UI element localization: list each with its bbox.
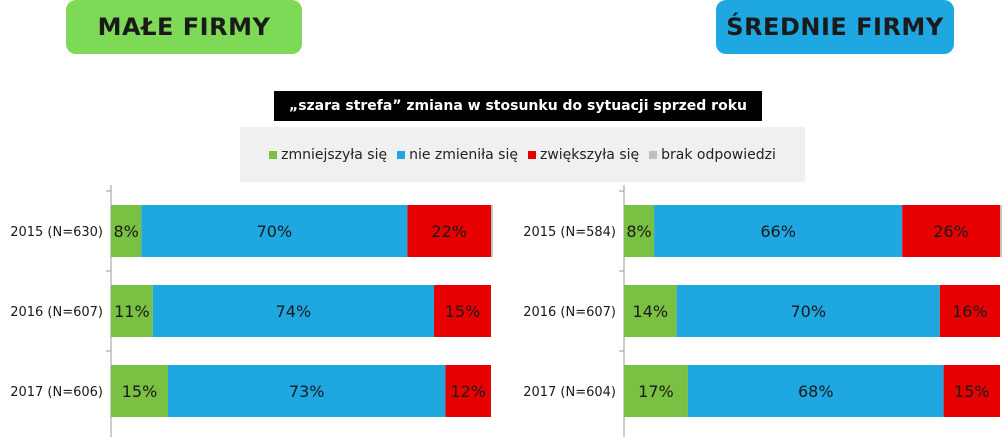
small-row-label: 2015 (N=630) — [10, 225, 103, 240]
medium-bar-label-decreased: 8% — [626, 222, 651, 241]
medium-bar-decreased — [624, 365, 688, 417]
medium-bar-decreased — [624, 205, 655, 257]
medium-bar-unchanged — [654, 205, 903, 257]
medium-bar-label-increased: 16% — [952, 302, 988, 321]
small-firms-title: MAŁE FIRMY — [97, 13, 271, 41]
small-bar-increased — [434, 285, 491, 337]
medium-bar-label-decreased: 17% — [638, 382, 674, 401]
medium-row-label: 2016 (N=607) — [523, 305, 616, 320]
medium-bar-label-unchanged: 66% — [760, 222, 796, 241]
small-bar-unchanged — [168, 365, 446, 417]
legend: zmniejszyła się nie zmieniła się zwiększ… — [240, 127, 805, 182]
legend-swatch-unchanged — [397, 150, 406, 159]
medium-firms-badge: ŚREDNIE FIRMY — [716, 0, 954, 54]
small-bar-label-unchanged: 70% — [257, 222, 293, 241]
small-bar-label-increased: 22% — [431, 222, 467, 241]
medium-bar-no-answer — [1000, 205, 1002, 257]
small-bar-no-answer — [491, 205, 493, 257]
legend-item-unchanged: nie zmieniła się — [397, 147, 518, 163]
medium-bar-label-increased: 15% — [954, 382, 990, 401]
small-bar-increased — [445, 365, 491, 417]
medium-row-label: 2017 (N=604) — [523, 385, 616, 400]
legend-swatch-increased — [527, 150, 536, 159]
medium-bar-unchanged — [687, 365, 944, 417]
small-bar-label-decreased: 15% — [122, 382, 158, 401]
medium-bar-label-increased: 26% — [933, 222, 969, 241]
legend-label-no-answer: brak odpowiedzi — [661, 146, 776, 163]
small-bar-label-increased: 12% — [450, 382, 486, 401]
small-bar-decreased — [111, 365, 168, 417]
legend-swatch-decreased — [269, 150, 278, 159]
small-bar-label-increased: 15% — [445, 302, 481, 321]
small-bar-unchanged — [141, 205, 408, 257]
medium-row-label: 2015 (N=584) — [523, 225, 616, 240]
small-row-label: 2016 (N=607) — [10, 305, 103, 320]
medium-bar-label-decreased: 14% — [633, 302, 669, 321]
medium-bar-increased — [943, 365, 1000, 417]
legend-item-increased: zwiększyła się — [527, 146, 640, 163]
small-firms-chart: 2015 (N=630) 8% 70% 22% 2016 (N=607) 11% 74% 15… — [10, 185, 493, 437]
small-bar-label-decreased: 8% — [114, 222, 139, 241]
small-bar-increased — [407, 205, 491, 257]
medium-bar-increased — [902, 205, 1000, 257]
small-bar-label-decreased: 11% — [114, 302, 150, 321]
legend-item-decreased: zmniejszyła się — [269, 147, 387, 163]
small-row-label: 2017 (N=606) — [10, 385, 103, 400]
medium-bar-decreased — [624, 285, 677, 337]
legend-label-unchanged: nie zmieniła się — [409, 146, 518, 163]
legend-label-decreased: zmniejszyła się — [281, 146, 388, 163]
medium-firms-title: ŚREDNIE FIRMY — [726, 13, 944, 41]
small-bar-label-unchanged: 74% — [276, 302, 312, 321]
legend-swatch-no-answer — [649, 150, 658, 159]
medium-bar-label-unchanged: 68% — [798, 382, 834, 401]
legend-label-increased: zwiększyła się — [539, 146, 640, 163]
medium-bar-increased — [939, 285, 1000, 337]
small-bar-label-unchanged: 73% — [289, 382, 325, 401]
small-bar-decreased — [111, 285, 153, 337]
small-bar-unchanged — [152, 285, 435, 337]
medium-bar-label-unchanged: 70% — [790, 302, 826, 321]
medium-firms-chart: 2015 (N=584) 8% 66% 26% 2016 (N=607) 14% 70% 16… — [523, 185, 1002, 437]
small-firms-badge: MAŁE FIRMY — [66, 0, 302, 54]
medium-bar-unchanged — [676, 285, 940, 337]
legend-item-no-answer: brak odpowiedzi — [649, 147, 776, 163]
small-bar-decreased — [111, 205, 142, 257]
chart-subtitle: „szara strefa” zmiana w stosunku do sytu… — [274, 91, 762, 121]
